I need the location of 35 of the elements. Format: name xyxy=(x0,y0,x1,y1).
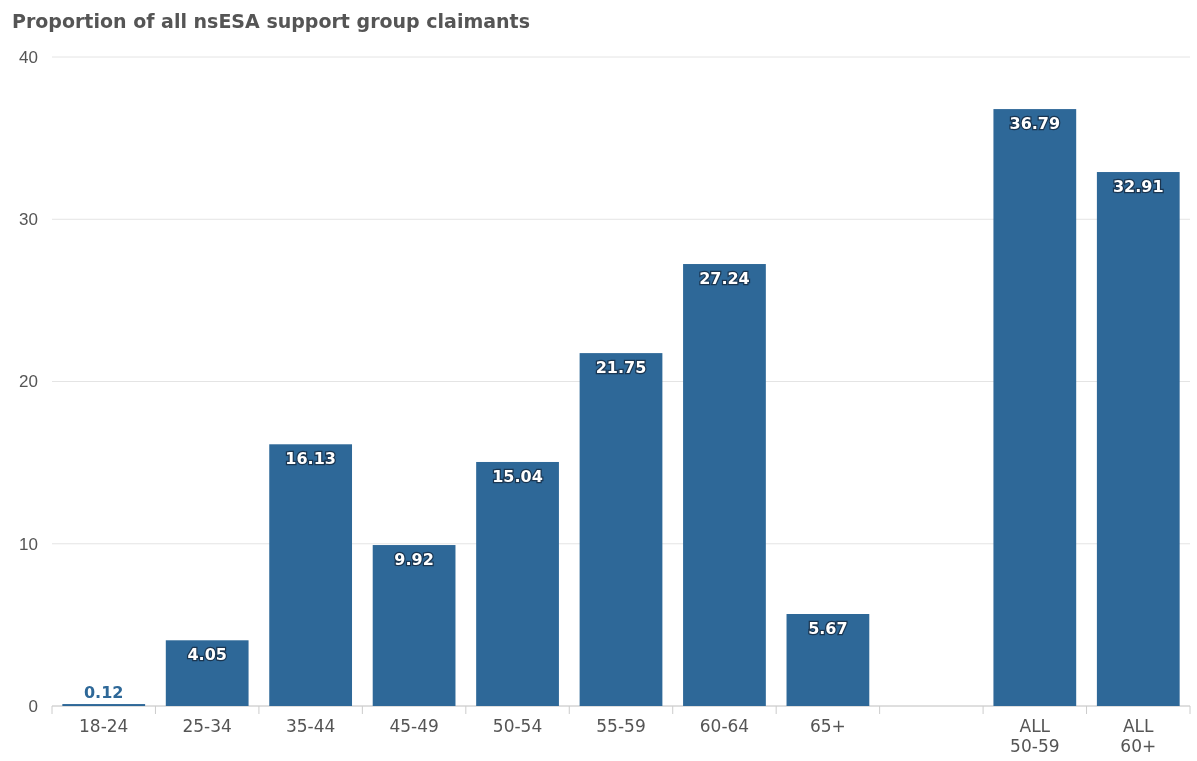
data-label: 9.92 xyxy=(394,550,434,570)
x-tick-label: 45-49 xyxy=(389,716,439,736)
x-tick-label: 35-44 xyxy=(285,716,336,736)
bar xyxy=(372,545,456,706)
y-tick-label: 20 xyxy=(19,372,38,392)
data-label: 16.13 xyxy=(285,449,336,469)
x-tick-label: 65+ xyxy=(809,716,846,736)
bar xyxy=(683,264,766,706)
data-label: 15.04 xyxy=(492,466,543,486)
y-tick-label: 10 xyxy=(19,534,38,554)
x-tick-label: 60-64 xyxy=(699,716,750,736)
bar xyxy=(1096,172,1180,706)
y-tick-label: 0 xyxy=(28,696,38,716)
data-label: 32.91 xyxy=(1112,177,1164,197)
data-label: 36.79 xyxy=(1009,114,1061,134)
chart-title: Proportion of all nsESA support group claimants xyxy=(12,10,530,32)
bar xyxy=(269,444,353,706)
bar xyxy=(579,353,663,706)
x-tick-label: ALL 60+ xyxy=(1120,716,1157,756)
x-tick-label: 50-54 xyxy=(492,716,543,736)
y-tick-label: 30 xyxy=(19,210,38,230)
data-label: 0.12 xyxy=(83,683,124,703)
bar xyxy=(786,614,870,706)
data-label: 21.75 xyxy=(595,358,647,378)
bar xyxy=(993,109,1077,706)
bar xyxy=(476,461,559,706)
x-tick-label: 25-34 xyxy=(182,716,232,736)
x-tick-label: ALL 50-59 xyxy=(1010,716,1060,756)
data-label: 5.67 xyxy=(808,619,848,638)
data-label: 27.24 xyxy=(699,269,750,289)
x-tick-label: 55-59 xyxy=(596,716,646,736)
x-tick-label: 18-24 xyxy=(79,716,129,736)
bar xyxy=(165,640,249,706)
y-tick-label: 40 xyxy=(19,47,38,67)
data-label: 4.05 xyxy=(187,645,227,665)
